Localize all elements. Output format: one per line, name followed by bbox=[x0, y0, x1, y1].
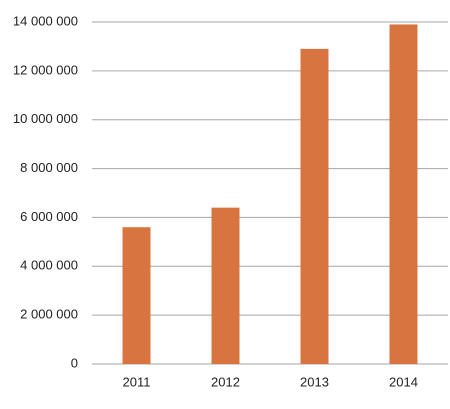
bar bbox=[122, 227, 151, 364]
x-tick-label: 2014 bbox=[389, 374, 418, 389]
y-tick-label: 4 000 000 bbox=[20, 258, 78, 273]
y-tick-label: 14 000 000 bbox=[13, 13, 78, 28]
y-tick-label: 10 000 000 bbox=[13, 111, 78, 126]
x-tick-label: 2013 bbox=[300, 374, 329, 389]
y-tick-label: 8 000 000 bbox=[20, 160, 78, 175]
x-tick-label: 2012 bbox=[211, 374, 240, 389]
bar bbox=[300, 48, 329, 364]
y-tick-label: 2 000 000 bbox=[20, 307, 78, 322]
y-tick-label: 12 000 000 bbox=[13, 62, 78, 77]
bar bbox=[211, 207, 240, 364]
x-tick-label: 2011 bbox=[123, 374, 151, 389]
y-tick-label: 6 000 000 bbox=[20, 209, 78, 224]
bar bbox=[389, 24, 418, 364]
y-tick-label: 0 bbox=[71, 355, 78, 370]
